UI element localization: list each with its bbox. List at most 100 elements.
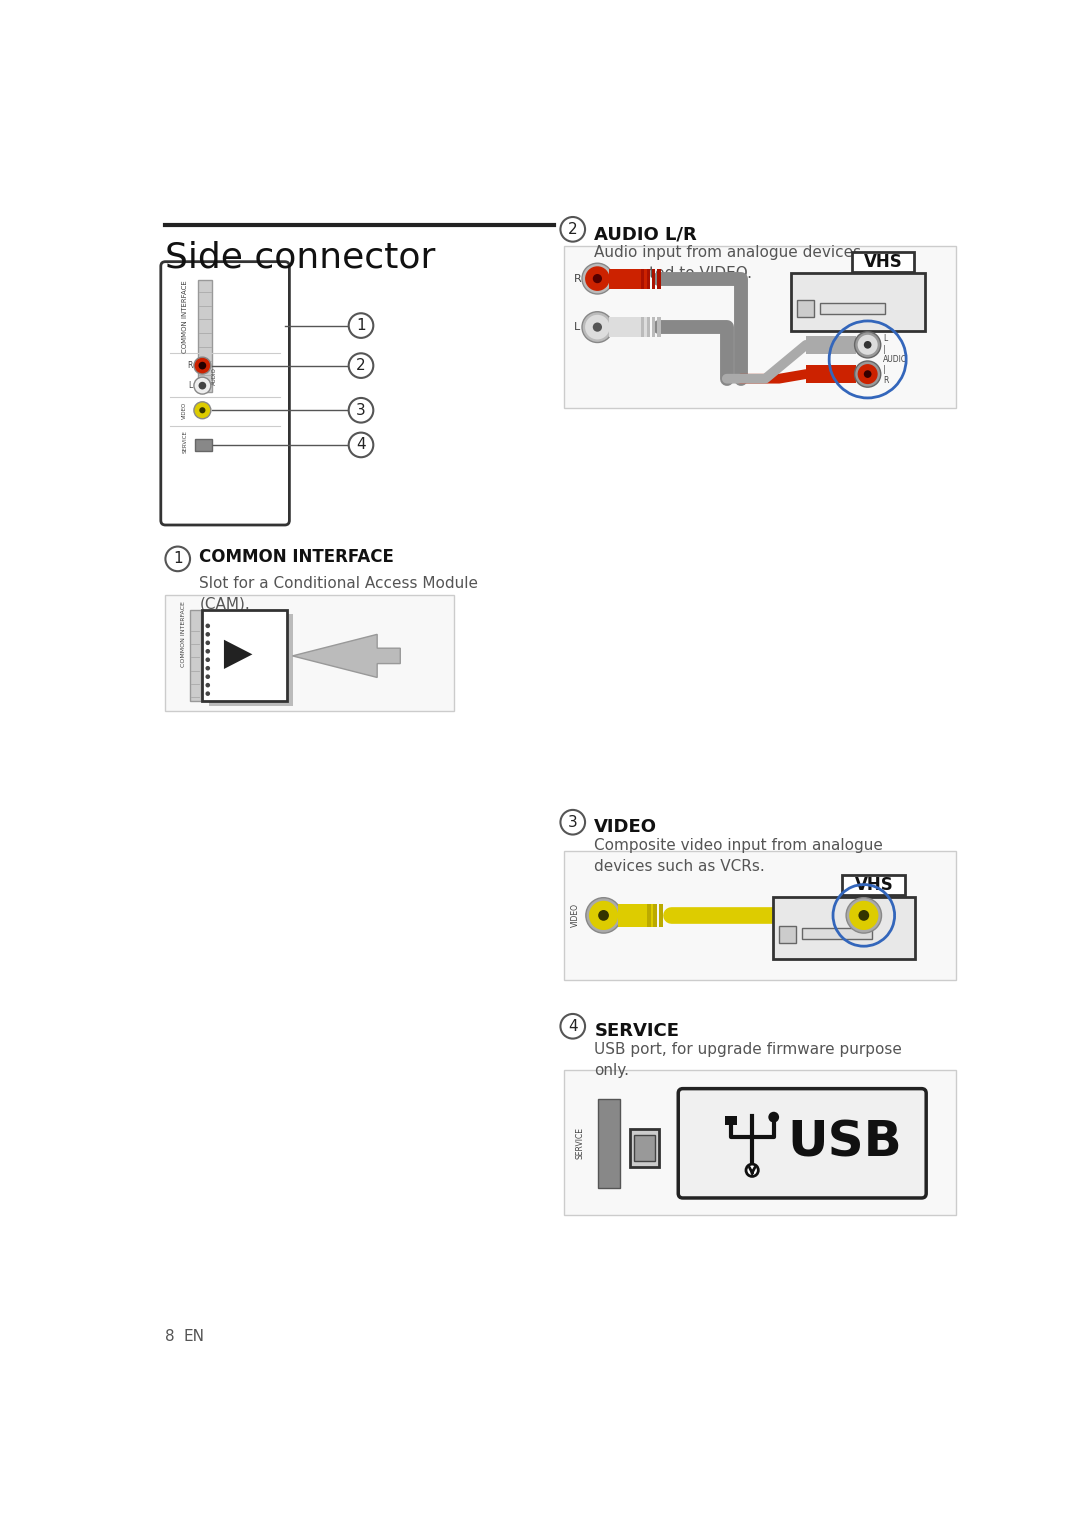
Bar <box>658 317 661 337</box>
FancyBboxPatch shape <box>161 261 289 525</box>
Circle shape <box>561 1013 585 1039</box>
Bar <box>652 269 656 288</box>
Circle shape <box>200 407 205 414</box>
Bar <box>642 317 645 337</box>
FancyBboxPatch shape <box>678 1088 927 1198</box>
Circle shape <box>593 322 602 331</box>
Text: SERVICE: SERVICE <box>576 1126 585 1158</box>
Bar <box>791 273 926 331</box>
Circle shape <box>849 900 878 929</box>
Text: L: L <box>188 382 192 391</box>
Bar <box>852 252 914 272</box>
Text: 2: 2 <box>356 359 366 374</box>
Circle shape <box>585 314 610 339</box>
Bar <box>609 317 647 337</box>
Text: COMMON INTERFACE: COMMON INTERFACE <box>200 548 394 566</box>
Text: 1: 1 <box>173 551 183 566</box>
Circle shape <box>854 362 881 388</box>
Text: VIDEO: VIDEO <box>594 818 658 836</box>
Bar <box>202 610 287 702</box>
Bar <box>647 317 650 337</box>
Text: 4: 4 <box>568 1019 578 1033</box>
Circle shape <box>858 365 878 385</box>
Bar <box>797 301 813 317</box>
Text: Slot for a Conditional Access Module
(CAM).: Slot for a Conditional Access Module (CA… <box>200 575 478 612</box>
Text: 4: 4 <box>356 438 366 452</box>
Bar <box>642 269 645 288</box>
Circle shape <box>349 354 374 378</box>
Bar <box>564 246 956 407</box>
Circle shape <box>598 909 609 920</box>
Circle shape <box>859 909 869 920</box>
Text: VIDEO: VIDEO <box>571 903 580 928</box>
Text: EN: EN <box>184 1329 205 1344</box>
Circle shape <box>205 674 211 679</box>
Circle shape <box>561 810 585 835</box>
Bar <box>652 317 656 337</box>
Circle shape <box>858 334 878 356</box>
Text: SERVICE: SERVICE <box>183 430 187 453</box>
Bar <box>194 439 212 452</box>
Text: VHS: VHS <box>854 876 893 894</box>
Text: L
|
AUDIO
|
R: L | AUDIO | R <box>883 334 908 385</box>
Bar <box>773 897 916 958</box>
Circle shape <box>205 691 211 696</box>
Bar <box>190 610 201 702</box>
Text: 1: 1 <box>356 317 366 333</box>
Circle shape <box>205 641 211 645</box>
Bar <box>652 903 657 926</box>
Circle shape <box>205 682 211 688</box>
Bar <box>659 903 663 926</box>
Circle shape <box>854 331 881 359</box>
Circle shape <box>205 624 211 629</box>
Circle shape <box>585 897 621 932</box>
Text: AUDIO: AUDIO <box>212 366 217 385</box>
Circle shape <box>768 1112 779 1123</box>
Text: AUDIO L/R: AUDIO L/R <box>594 226 697 244</box>
Bar <box>806 365 856 383</box>
Text: USB: USB <box>787 1119 902 1166</box>
Bar <box>564 1070 956 1215</box>
Circle shape <box>593 275 602 284</box>
Circle shape <box>205 658 211 662</box>
Text: VIDEO: VIDEO <box>850 938 877 948</box>
Circle shape <box>194 377 211 394</box>
Polygon shape <box>224 639 253 668</box>
Circle shape <box>194 357 211 374</box>
Circle shape <box>582 311 612 342</box>
Circle shape <box>746 1164 758 1177</box>
Text: COMMON INTERFACE: COMMON INTERFACE <box>183 281 188 353</box>
Bar <box>208 613 294 707</box>
Circle shape <box>205 665 211 670</box>
Circle shape <box>846 897 881 932</box>
Text: VHS: VHS <box>864 253 903 270</box>
Bar <box>802 928 872 940</box>
Circle shape <box>864 371 872 378</box>
Bar <box>198 281 212 392</box>
Bar <box>618 903 652 926</box>
Text: Side connector: Side connector <box>165 241 436 275</box>
Bar <box>779 926 796 943</box>
Text: USB port, for upgrade firmware purpose
only.: USB port, for upgrade firmware purpose o… <box>594 1042 902 1077</box>
Bar <box>165 595 455 711</box>
Circle shape <box>585 266 610 291</box>
Text: Audio input from analogue devices
connected to VIDEO.: Audio input from analogue devices connec… <box>594 244 862 281</box>
Bar <box>598 1099 620 1187</box>
Bar <box>806 336 856 354</box>
Text: VIDEO: VIDEO <box>183 401 187 420</box>
Bar <box>634 1135 656 1161</box>
Bar <box>842 876 905 896</box>
Bar <box>725 1116 737 1125</box>
Text: R: R <box>575 273 582 284</box>
Text: Composite video input from analogue
devices such as VCRs.: Composite video input from analogue devi… <box>594 838 883 873</box>
Circle shape <box>199 362 206 369</box>
Text: SERVICE: SERVICE <box>594 1022 679 1041</box>
Circle shape <box>205 649 211 653</box>
Circle shape <box>199 382 206 389</box>
Bar <box>647 269 650 288</box>
Circle shape <box>165 546 190 571</box>
Polygon shape <box>293 635 401 678</box>
Circle shape <box>589 900 618 929</box>
Text: COMMON INTERFACE: COMMON INTERFACE <box>180 601 186 667</box>
Text: L: L <box>575 322 581 333</box>
